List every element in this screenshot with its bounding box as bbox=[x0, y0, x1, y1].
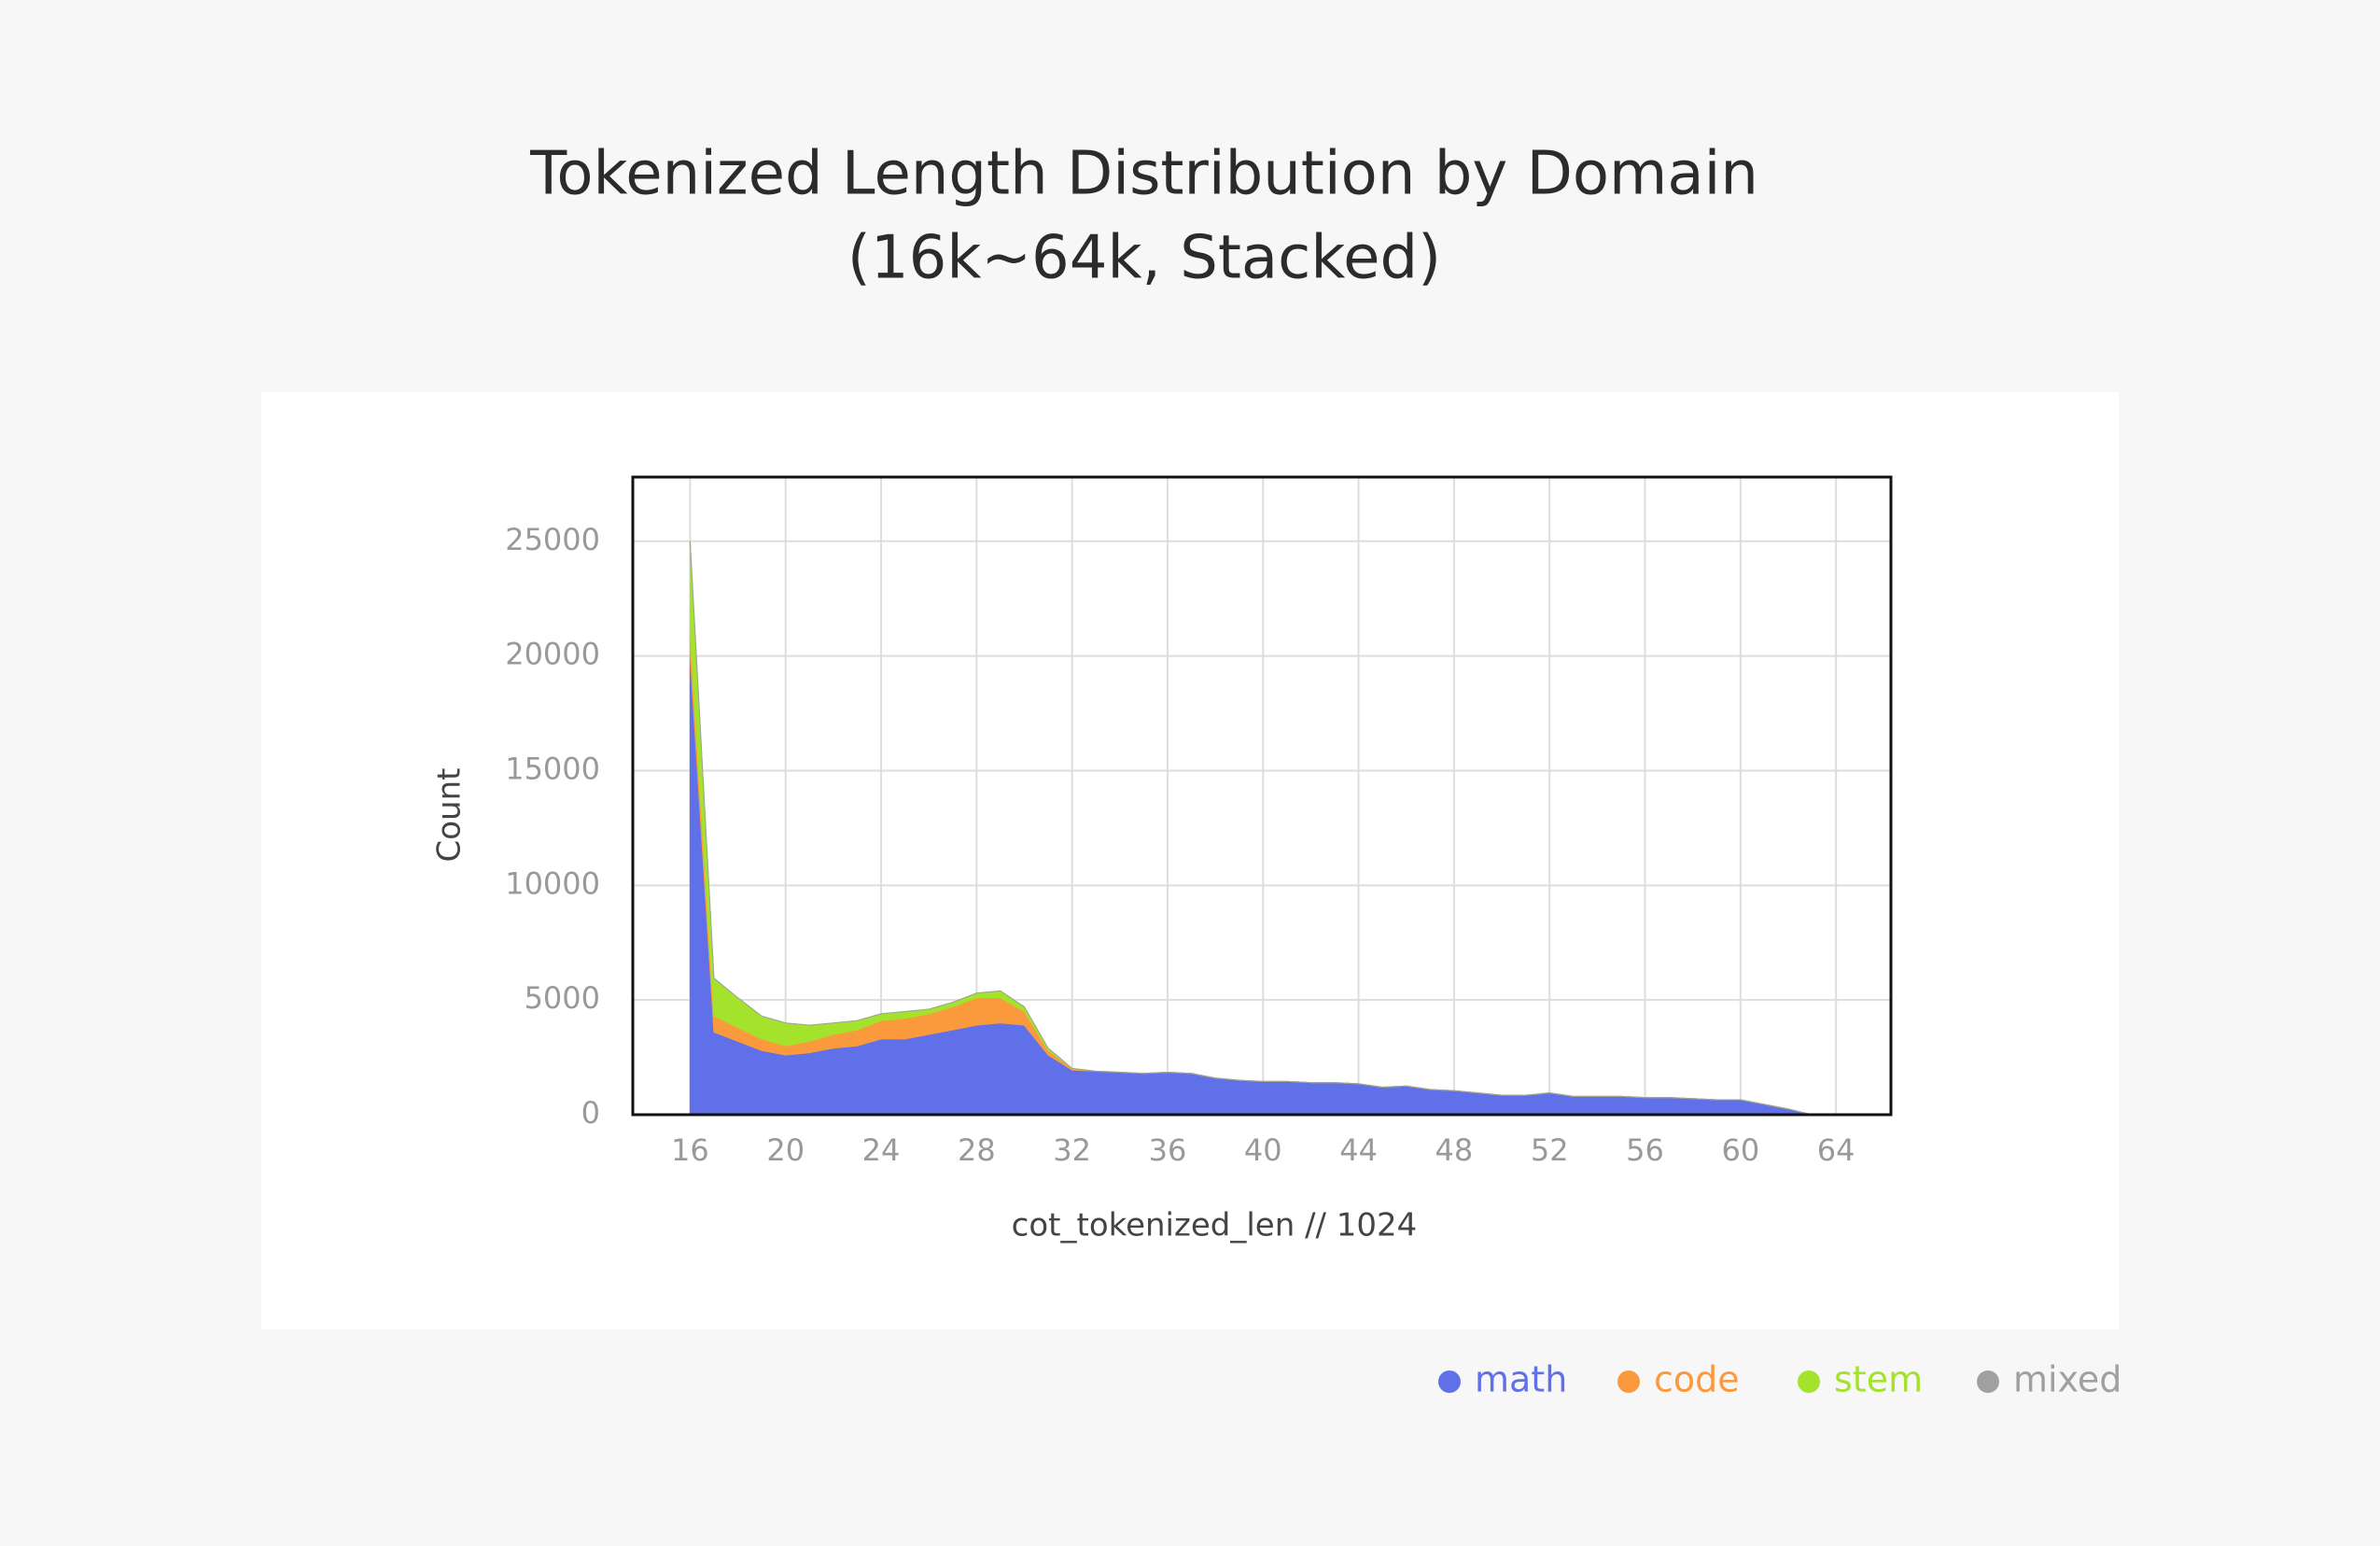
y-tick-label: 15000 bbox=[505, 751, 600, 786]
x-tick-label: 56 bbox=[1626, 1132, 1664, 1168]
x-axis-label: cot_tokenized_len // 1024 bbox=[1012, 1207, 1418, 1244]
y-tick-label: 25000 bbox=[505, 522, 600, 557]
chart-card bbox=[261, 392, 2119, 1329]
x-tick-label: 52 bbox=[1531, 1132, 1569, 1168]
legend-marker bbox=[1617, 1370, 1640, 1393]
y-tick-label: 5000 bbox=[525, 980, 600, 1016]
x-tick-label: 16 bbox=[671, 1132, 709, 1168]
y-tick-label: 0 bbox=[581, 1095, 600, 1131]
legend-label: mixed bbox=[2013, 1359, 2121, 1400]
legend-marker bbox=[1798, 1370, 1820, 1393]
legend-marker bbox=[1977, 1370, 1999, 1393]
legend-label: math bbox=[1475, 1359, 1567, 1400]
x-tick-label: 36 bbox=[1149, 1132, 1187, 1168]
plot-frame bbox=[631, 475, 1893, 1117]
legend-label: code bbox=[1654, 1359, 1740, 1400]
x-tick-label: 64 bbox=[1817, 1132, 1855, 1168]
chart-title: Tokenized Length Distribution by Domain bbox=[529, 140, 1758, 209]
y-axis-label: Count bbox=[431, 768, 469, 863]
x-tick-label: 32 bbox=[1053, 1132, 1091, 1168]
x-tick-label: 40 bbox=[1244, 1132, 1282, 1168]
y-tick-label: 20000 bbox=[505, 637, 600, 672]
x-tick-label: 48 bbox=[1435, 1132, 1474, 1168]
x-tick-label: 60 bbox=[1721, 1132, 1759, 1168]
x-tick-label: 24 bbox=[862, 1132, 901, 1168]
chart-subtitle: (16k~64k, Stacked) bbox=[847, 224, 1441, 293]
legend: math code stem mixed bbox=[1438, 1359, 2121, 1400]
labels: 16 20 24 28 32 36 40 44 48 52 56 60 64 0 5000 10000 1500… bbox=[505, 522, 1855, 1168]
x-tick-label: 20 bbox=[766, 1132, 805, 1168]
x-tick-label: 44 bbox=[1339, 1132, 1378, 1168]
legend-marker bbox=[1438, 1370, 1461, 1393]
x-tick-label: 28 bbox=[958, 1132, 996, 1168]
y-tick-label: 10000 bbox=[505, 865, 600, 901]
legend-label: stem bbox=[1834, 1359, 1923, 1400]
